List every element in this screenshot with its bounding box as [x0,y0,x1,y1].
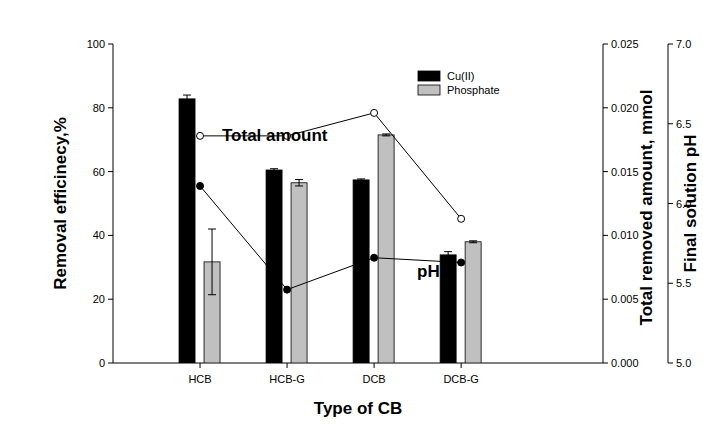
marker [284,286,291,293]
marker [458,259,465,266]
error-cap [444,258,452,259]
tick [374,363,375,368]
tick [668,44,673,45]
chart: 0 20 40 60 80 100 0.000 0.005 0.010 0.015 0.020 0.0… [0,0,703,425]
y3-label: Final solution pH [681,135,700,273]
bar [353,180,369,363]
tick-label: 0.020 [611,102,639,114]
marker [371,254,378,261]
error-cap [183,102,191,103]
tick [108,171,113,172]
marker [371,109,378,116]
error-cap [183,95,191,96]
error-cap [295,179,303,180]
legend-label: Phosphate [447,84,500,96]
line-label: Total amount [222,126,328,145]
tick [668,363,673,364]
tick [603,299,608,300]
tick-label: 0.000 [611,357,639,369]
tick-label: 80 [93,102,105,114]
bar [291,183,307,363]
tick-label: 100 [87,38,105,50]
y2-axis [603,44,604,363]
tick [108,44,113,45]
error-stem [448,252,449,258]
tick-label: 6.5 [676,118,691,130]
tick-label: 7.0 [676,38,691,50]
error-cap [295,185,303,186]
bar [266,170,282,363]
error-cap [270,171,278,172]
tick-label: 20 [93,293,105,305]
tick [603,171,608,172]
tick-label: DCB [362,373,385,385]
error-bar [183,95,191,103]
error-stem [212,229,213,295]
line-label: pH [417,262,440,281]
error-cap [382,133,390,134]
x-label: Type of CB [314,399,402,418]
tick [668,203,673,204]
tick [603,363,608,364]
tick [668,123,673,124]
bar [465,242,481,363]
error-cap [208,294,216,295]
tick-label: HCB [188,373,211,385]
line [200,113,461,219]
legend-swatch [418,85,440,95]
tick-label: 5.0 [676,357,691,369]
tick-label: HCB-G [269,373,304,385]
tick [603,107,608,108]
error-cap [357,178,365,179]
bar [179,99,195,363]
tick [200,363,201,368]
tick-label: 0.025 [611,38,639,50]
tick [108,363,113,364]
tick-label: 0.010 [611,229,639,241]
error-bar [295,180,303,186]
tick-label: 0.005 [611,293,639,305]
tick-label: DCB-G [443,373,478,385]
tick-label: 60 [93,166,105,178]
line [200,186,461,290]
tick [287,363,288,368]
tick-label: 0.015 [611,166,639,178]
tick [603,235,608,236]
y2-label: Total removed amount, mmol [637,90,656,326]
legend-label: Cu(II) [447,70,475,82]
y-axis [113,44,114,363]
tick [461,363,462,368]
tick [668,283,673,284]
tick-label: 0 [99,357,105,369]
marker [458,215,465,222]
error-cap [382,135,390,136]
error-bar [382,134,390,136]
tick-label: 40 [93,229,105,241]
error-bar [469,241,477,243]
tick [108,107,113,108]
error-bar [270,169,278,172]
error-cap [444,251,452,252]
tick [603,44,608,45]
tick [108,299,113,300]
error-bar [444,252,452,258]
marker [197,132,204,139]
plot-marks [179,95,481,363]
tick-label: 5.5 [676,277,691,289]
error-bar [208,229,216,295]
error-stem [299,180,300,186]
error-cap [270,168,278,169]
error-cap [469,240,477,241]
legend-swatch [418,71,440,81]
error-stem [187,95,188,103]
bar [440,255,456,363]
bar [378,135,394,363]
error-cap [469,242,477,243]
marker [197,182,204,189]
error-cap [357,180,365,181]
y-label: Removal efficinecy,% [51,117,70,290]
error-bar [357,179,365,181]
error-cap [208,229,216,230]
tick [108,235,113,236]
